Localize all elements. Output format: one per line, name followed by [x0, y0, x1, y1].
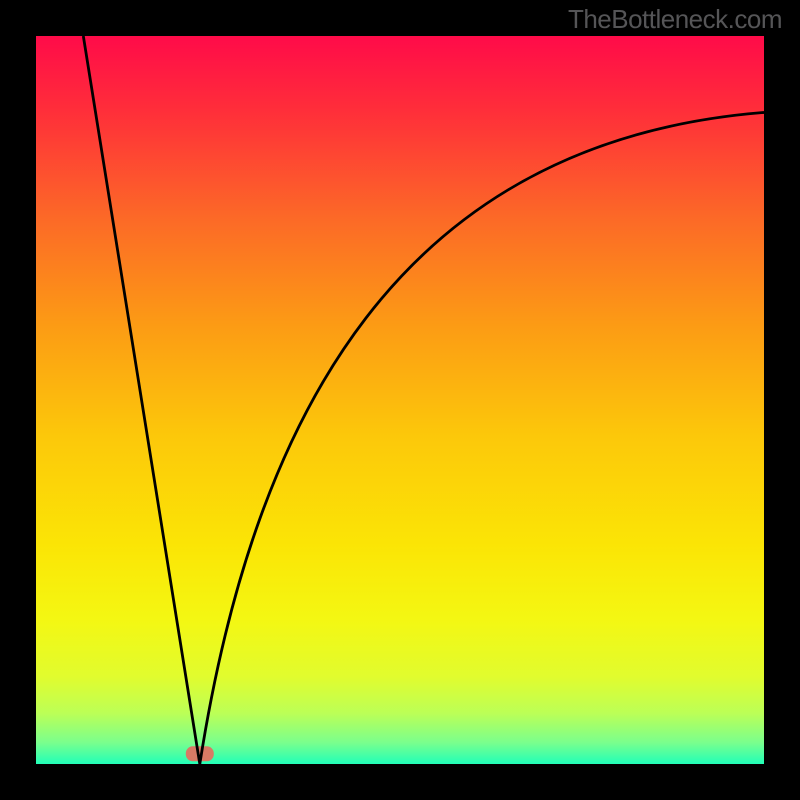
watermark-text: TheBottleneck.com [568, 4, 782, 35]
chart-container: TheBottleneck.com [0, 0, 800, 800]
bottleneck-chart [0, 0, 800, 800]
chart-background-gradient [36, 36, 764, 764]
